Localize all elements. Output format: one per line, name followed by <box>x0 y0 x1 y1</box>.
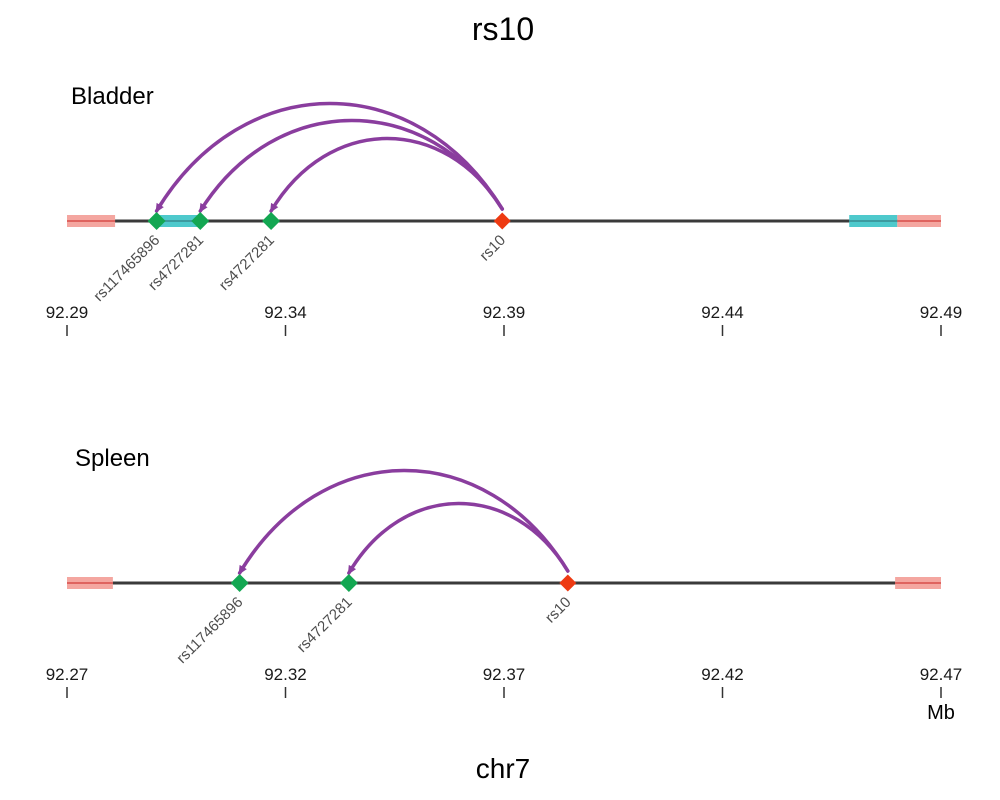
axis-tick-label: 92.27 <box>46 665 89 684</box>
link-arc <box>269 136 505 213</box>
snp-label: rs4727281 <box>216 232 278 294</box>
link-arrowhead <box>270 202 279 213</box>
link-arc <box>237 468 570 575</box>
linked-snp-marker <box>230 574 249 592</box>
figure-title: rs10 <box>472 11 534 47</box>
linked-snp-marker <box>339 574 358 592</box>
link-arrowhead <box>238 564 247 575</box>
snp-label: rs10 <box>542 594 575 627</box>
snp-label: rs10 <box>476 232 509 265</box>
axis-tick-label: 92.32 <box>264 665 307 684</box>
snp-label: rs4727281 <box>294 594 356 656</box>
axis-tick-label: 92.34 <box>264 303 307 322</box>
axis-unit-label: Mb <box>927 702 955 724</box>
panel-label-spleen: Spleen <box>75 445 150 472</box>
snp-label: rs117465896 <box>90 232 163 305</box>
axis-tick-label: 92.29 <box>46 303 89 322</box>
linked-snp-marker <box>147 212 166 230</box>
axis-tick-label: 92.47 <box>920 665 963 684</box>
axis-tick-label: 92.49 <box>920 303 963 322</box>
axis-tick-label: 92.39 <box>483 303 526 322</box>
link-arc <box>154 101 505 213</box>
snp-label: rs117465896 <box>173 594 246 667</box>
axis-tick-label: 92.44 <box>701 303 744 322</box>
target-snp-marker <box>493 212 511 230</box>
panel-label-bladder: Bladder <box>71 83 154 110</box>
axis-tick-label: 92.42 <box>701 665 744 684</box>
x-axis-label: chr7 <box>476 753 530 784</box>
link-arrowhead <box>155 202 164 213</box>
axis-tick-label: 92.37 <box>483 665 526 684</box>
target-snp-marker <box>559 574 577 592</box>
panel-spleen: Spleen rs117465896 rs4727281 rs10 92.27 92.3… <box>46 445 963 698</box>
link-arrowhead <box>347 564 357 575</box>
linked-snp-marker <box>262 212 281 230</box>
link-arc <box>347 501 570 575</box>
link-arrowhead <box>199 202 208 213</box>
linked-snp-marker <box>191 212 210 230</box>
link-arc <box>198 118 505 213</box>
